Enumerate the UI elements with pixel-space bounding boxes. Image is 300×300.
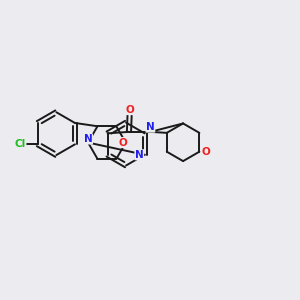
Text: O: O [125,105,134,115]
Text: N: N [135,150,144,160]
Text: N: N [146,122,155,132]
Text: O: O [118,138,127,148]
Text: O: O [202,147,210,157]
Text: Cl: Cl [14,140,26,149]
Text: N: N [84,134,92,144]
